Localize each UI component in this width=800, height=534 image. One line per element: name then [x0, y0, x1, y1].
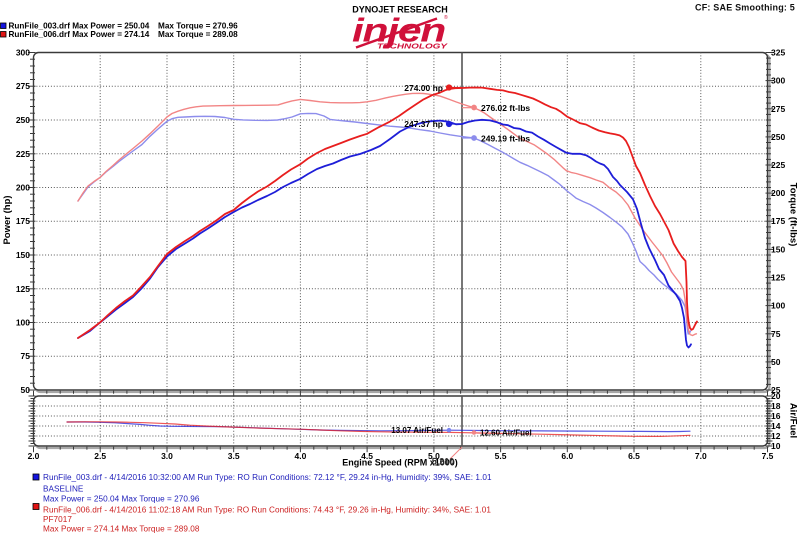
svg-text:200: 200: [16, 183, 30, 193]
svg-text:175: 175: [16, 216, 30, 226]
svg-text:12.60 Air/Fuel: 12.60 Air/Fuel: [480, 429, 532, 438]
svg-text:3.0: 3.0: [161, 451, 173, 461]
svg-text:274.00 hp: 274.00 hp: [404, 83, 443, 93]
svg-text:18: 18: [771, 401, 781, 411]
svg-text:7.5: 7.5: [762, 451, 774, 461]
svg-text:DYNOJET RESEARCH: DYNOJET RESEARCH: [352, 5, 448, 15]
svg-text:225: 225: [16, 149, 30, 159]
svg-text:5.5: 5.5: [495, 451, 507, 461]
svg-text:®: ®: [444, 14, 448, 21]
svg-text:Torque (ft-lbs): Torque (ft-lbs): [788, 183, 799, 247]
svg-text:75: 75: [21, 351, 31, 361]
svg-text:275: 275: [771, 104, 785, 114]
svg-text:249.19 ft-lbs: 249.19 ft-lbs: [481, 134, 530, 144]
svg-text:150: 150: [16, 250, 30, 260]
svg-text:2.5: 2.5: [94, 451, 106, 461]
svg-text:Max Power = 274.14 Max Torque: Max Power = 274.14 Max Torque = 289.08: [43, 525, 200, 534]
svg-text:10: 10: [771, 441, 781, 451]
svg-text:Power (hp): Power (hp): [2, 195, 13, 244]
svg-text:225: 225: [771, 160, 785, 170]
svg-text:4.0: 4.0: [294, 451, 306, 461]
svg-text:250: 250: [16, 115, 30, 125]
svg-text:6.0: 6.0: [561, 451, 573, 461]
svg-text:14: 14: [771, 421, 781, 431]
svg-text:20: 20: [771, 391, 781, 401]
svg-text:Max Power = 250.04 Max Torque: Max Power = 250.04 Max Torque = 270.96: [43, 495, 200, 504]
svg-text:300: 300: [16, 48, 30, 58]
svg-text:5.0: 5.0: [428, 451, 440, 461]
svg-text:3.5: 3.5: [228, 451, 240, 461]
svg-text:CF: SAE Smoothing: 5: CF: SAE Smoothing: 5: [695, 3, 795, 13]
svg-text:BASELINE: BASELINE: [43, 485, 84, 494]
svg-text:125: 125: [16, 284, 30, 294]
svg-text:2.0: 2.0: [28, 451, 40, 461]
svg-text:325: 325: [771, 48, 785, 58]
svg-text:13.07 Air/Fuel: 13.07 Air/Fuel: [391, 426, 443, 435]
svg-text:16: 16: [771, 411, 781, 421]
svg-text:75: 75: [771, 329, 781, 339]
svg-text:247.37 hp: 247.37 hp: [404, 119, 443, 129]
svg-text:Air/Fuel: Air/Fuel: [788, 403, 799, 438]
svg-text:7.0: 7.0: [695, 451, 707, 461]
svg-text:276.02 ft-lbs: 276.02 ft-lbs: [481, 103, 530, 113]
svg-text:125: 125: [771, 273, 785, 283]
svg-text:TECHNOLOGY: TECHNOLOGY: [377, 42, 448, 51]
svg-text:12: 12: [771, 431, 781, 441]
svg-text:250: 250: [771, 132, 785, 142]
svg-text:275: 275: [16, 81, 30, 91]
svg-text:100: 100: [771, 301, 785, 311]
svg-text:150: 150: [771, 244, 785, 254]
svg-text:5,210: 5,210: [432, 457, 455, 467]
svg-text:4.5: 4.5: [361, 451, 373, 461]
svg-text:25: 25: [771, 385, 781, 395]
svg-text:RunFile_006.drf - 4/14/2016 11: RunFile_006.drf - 4/14/2016 11:02:18 AM …: [43, 506, 491, 515]
svg-text:Max Torque = 270.96: Max Torque = 270.96: [158, 22, 238, 31]
svg-text:PF7017: PF7017: [43, 515, 72, 524]
svg-text:RunFile_006.drf Max Power = 27: RunFile_006.drf Max Power = 274.14: [9, 30, 150, 39]
svg-text:Max Torque = 289.08: Max Torque = 289.08: [158, 30, 238, 39]
svg-text:175: 175: [771, 216, 785, 226]
svg-text:50: 50: [21, 385, 31, 395]
svg-text:Engine Speed (RPM x1000): Engine Speed (RPM x1000): [342, 458, 458, 468]
svg-text:6.5: 6.5: [628, 451, 640, 461]
svg-text:RunFile_003.drf Max Power = 25: RunFile_003.drf Max Power = 250.04: [9, 22, 150, 31]
svg-text:300: 300: [771, 76, 785, 86]
svg-text:100: 100: [16, 318, 30, 328]
svg-text:50: 50: [771, 357, 781, 367]
svg-text:200: 200: [771, 188, 785, 198]
svg-text:RunFile_003.drf - 4/14/2016 10: RunFile_003.drf - 4/14/2016 10:32:00 AM …: [43, 473, 492, 482]
